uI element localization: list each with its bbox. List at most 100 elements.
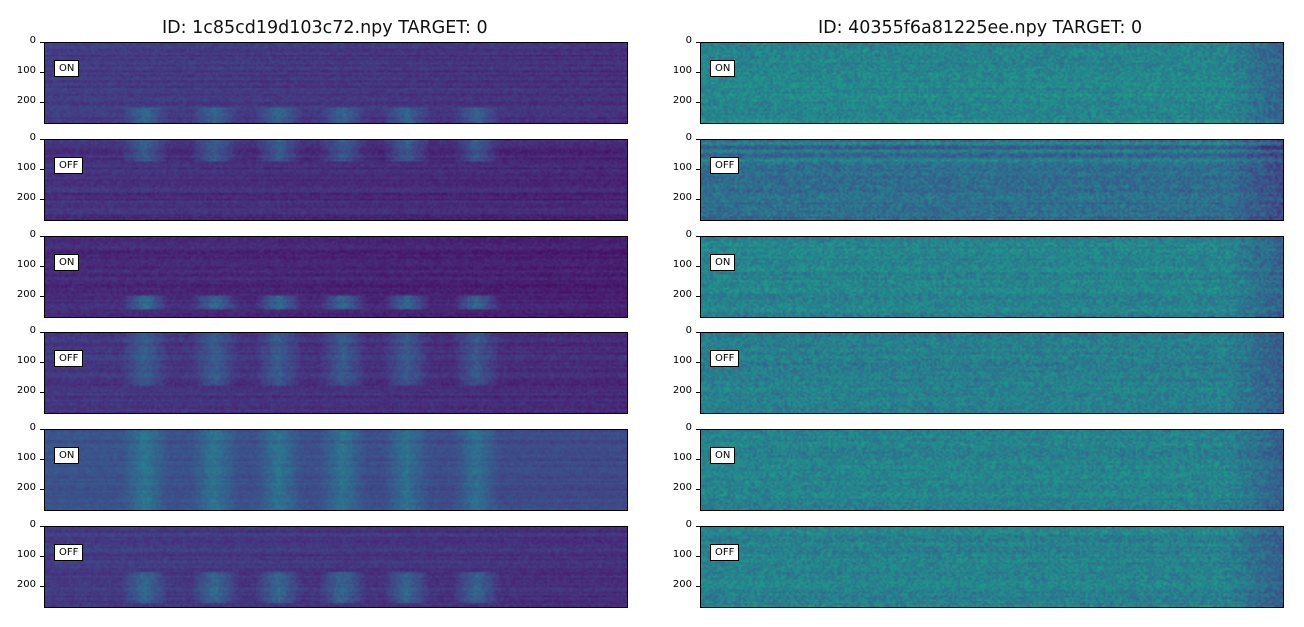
y-tick-mark bbox=[40, 266, 44, 268]
y-tick-label: 0 bbox=[29, 519, 36, 530]
panel-label: OFF bbox=[710, 350, 740, 367]
y-tick-mark bbox=[696, 236, 700, 237]
y-tick-label: 200 bbox=[672, 385, 692, 397]
y-tick-label: 100 bbox=[16, 452, 36, 464]
y-tick-mark bbox=[40, 102, 44, 104]
spectrogram-heatmap bbox=[45, 333, 627, 413]
panel-label: ON bbox=[54, 60, 80, 77]
spectrogram-heatmap bbox=[701, 527, 1283, 607]
y-tick-label: 100 bbox=[16, 162, 36, 174]
y-tick-mark bbox=[696, 392, 700, 394]
y-tick-mark bbox=[696, 199, 700, 201]
panel-label: OFF bbox=[54, 544, 84, 561]
y-tick-mark bbox=[696, 429, 700, 430]
y-tick-mark bbox=[696, 489, 700, 491]
y-tick-mark bbox=[696, 362, 700, 364]
y-tick-mark bbox=[696, 139, 700, 140]
y-tick-label: 100 bbox=[672, 162, 692, 174]
left-panel-2: OFF bbox=[44, 139, 628, 221]
y-tick-label: 0 bbox=[29, 35, 36, 46]
left-figure-title: ID: 1c85cd19d103c72.npy TARGET: 0 bbox=[162, 18, 488, 38]
y-tick-mark bbox=[40, 459, 44, 461]
spectrogram-heatmap bbox=[45, 430, 627, 510]
right-panel-5: ON bbox=[700, 429, 1284, 511]
y-tick-label: 0 bbox=[685, 35, 692, 46]
y-tick-label: 200 bbox=[16, 289, 36, 301]
spectrogram-heatmap bbox=[701, 140, 1283, 220]
y-tick-mark bbox=[696, 266, 700, 268]
y-tick-label: 0 bbox=[29, 422, 36, 433]
left-panel-1: ON bbox=[44, 42, 628, 124]
panel-label: ON bbox=[54, 254, 80, 271]
y-tick-label: 200 bbox=[672, 482, 692, 494]
y-tick-mark bbox=[40, 586, 44, 588]
panel-label: OFF bbox=[710, 157, 740, 174]
y-tick-mark bbox=[696, 72, 700, 74]
y-tick-label: 200 bbox=[672, 95, 692, 107]
y-tick-mark bbox=[40, 489, 44, 491]
y-tick-label: 200 bbox=[16, 385, 36, 397]
y-tick-mark bbox=[40, 139, 44, 140]
y-tick-label: 0 bbox=[685, 229, 692, 240]
panel-label: ON bbox=[710, 447, 736, 464]
left-panel-3: ON bbox=[44, 236, 628, 318]
spectrogram-heatmap bbox=[701, 237, 1283, 317]
spectrogram-heatmap bbox=[45, 140, 627, 220]
y-tick-label: 100 bbox=[16, 549, 36, 561]
y-tick-label: 0 bbox=[29, 229, 36, 240]
y-tick-mark bbox=[696, 296, 700, 298]
left-panel-6: OFF bbox=[44, 526, 628, 608]
panel-label: ON bbox=[710, 60, 736, 77]
y-tick-mark bbox=[696, 102, 700, 104]
y-tick-mark bbox=[696, 556, 700, 558]
y-tick-mark bbox=[40, 332, 44, 333]
y-tick-mark bbox=[40, 429, 44, 430]
y-tick-mark bbox=[696, 586, 700, 588]
right-panel-6: OFF bbox=[700, 526, 1284, 608]
y-tick-label: 200 bbox=[672, 289, 692, 301]
right-panel-4: OFF bbox=[700, 332, 1284, 414]
y-tick-mark bbox=[40, 199, 44, 201]
y-tick-label: 0 bbox=[685, 422, 692, 433]
right-panel-3: ON bbox=[700, 236, 1284, 318]
left-panel-5: ON bbox=[44, 429, 628, 511]
y-tick-label: 0 bbox=[685, 325, 692, 336]
right-panel-2: OFF bbox=[700, 139, 1284, 221]
y-tick-mark bbox=[40, 526, 44, 527]
y-tick-label: 100 bbox=[16, 65, 36, 77]
y-tick-label: 0 bbox=[29, 132, 36, 143]
spectrogram-heatmap bbox=[701, 430, 1283, 510]
y-tick-mark bbox=[40, 72, 44, 74]
y-tick-label: 100 bbox=[672, 355, 692, 367]
right-figure-title: ID: 40355f6a81225ee.npy TARGET: 0 bbox=[818, 18, 1143, 38]
panel-label: OFF bbox=[710, 544, 740, 561]
y-tick-mark bbox=[40, 236, 44, 237]
y-tick-mark bbox=[696, 42, 700, 43]
y-tick-label: 200 bbox=[16, 482, 36, 494]
y-tick-label: 100 bbox=[16, 259, 36, 271]
y-tick-mark bbox=[40, 392, 44, 394]
y-tick-label: 200 bbox=[16, 95, 36, 107]
y-tick-label: 200 bbox=[672, 192, 692, 204]
y-tick-label: 100 bbox=[16, 355, 36, 367]
y-tick-mark bbox=[40, 169, 44, 171]
y-tick-label: 0 bbox=[685, 519, 692, 530]
panel-label: ON bbox=[710, 254, 736, 271]
spectrogram-heatmap bbox=[45, 43, 627, 123]
left-panel-4: OFF bbox=[44, 332, 628, 414]
y-tick-mark bbox=[696, 459, 700, 461]
y-tick-label: 100 bbox=[672, 259, 692, 271]
y-tick-mark bbox=[696, 332, 700, 333]
spectrogram-heatmap bbox=[701, 333, 1283, 413]
panel-label: ON bbox=[54, 447, 80, 464]
panel-label: OFF bbox=[54, 350, 84, 367]
y-tick-label: 0 bbox=[685, 132, 692, 143]
spectrogram-heatmap bbox=[45, 527, 627, 607]
y-tick-label: 100 bbox=[672, 65, 692, 77]
y-tick-mark bbox=[696, 526, 700, 527]
y-tick-label: 100 bbox=[672, 452, 692, 464]
y-tick-label: 0 bbox=[29, 325, 36, 336]
y-tick-mark bbox=[40, 42, 44, 43]
right-panel-1: ON bbox=[700, 42, 1284, 124]
y-tick-label: 200 bbox=[16, 192, 36, 204]
